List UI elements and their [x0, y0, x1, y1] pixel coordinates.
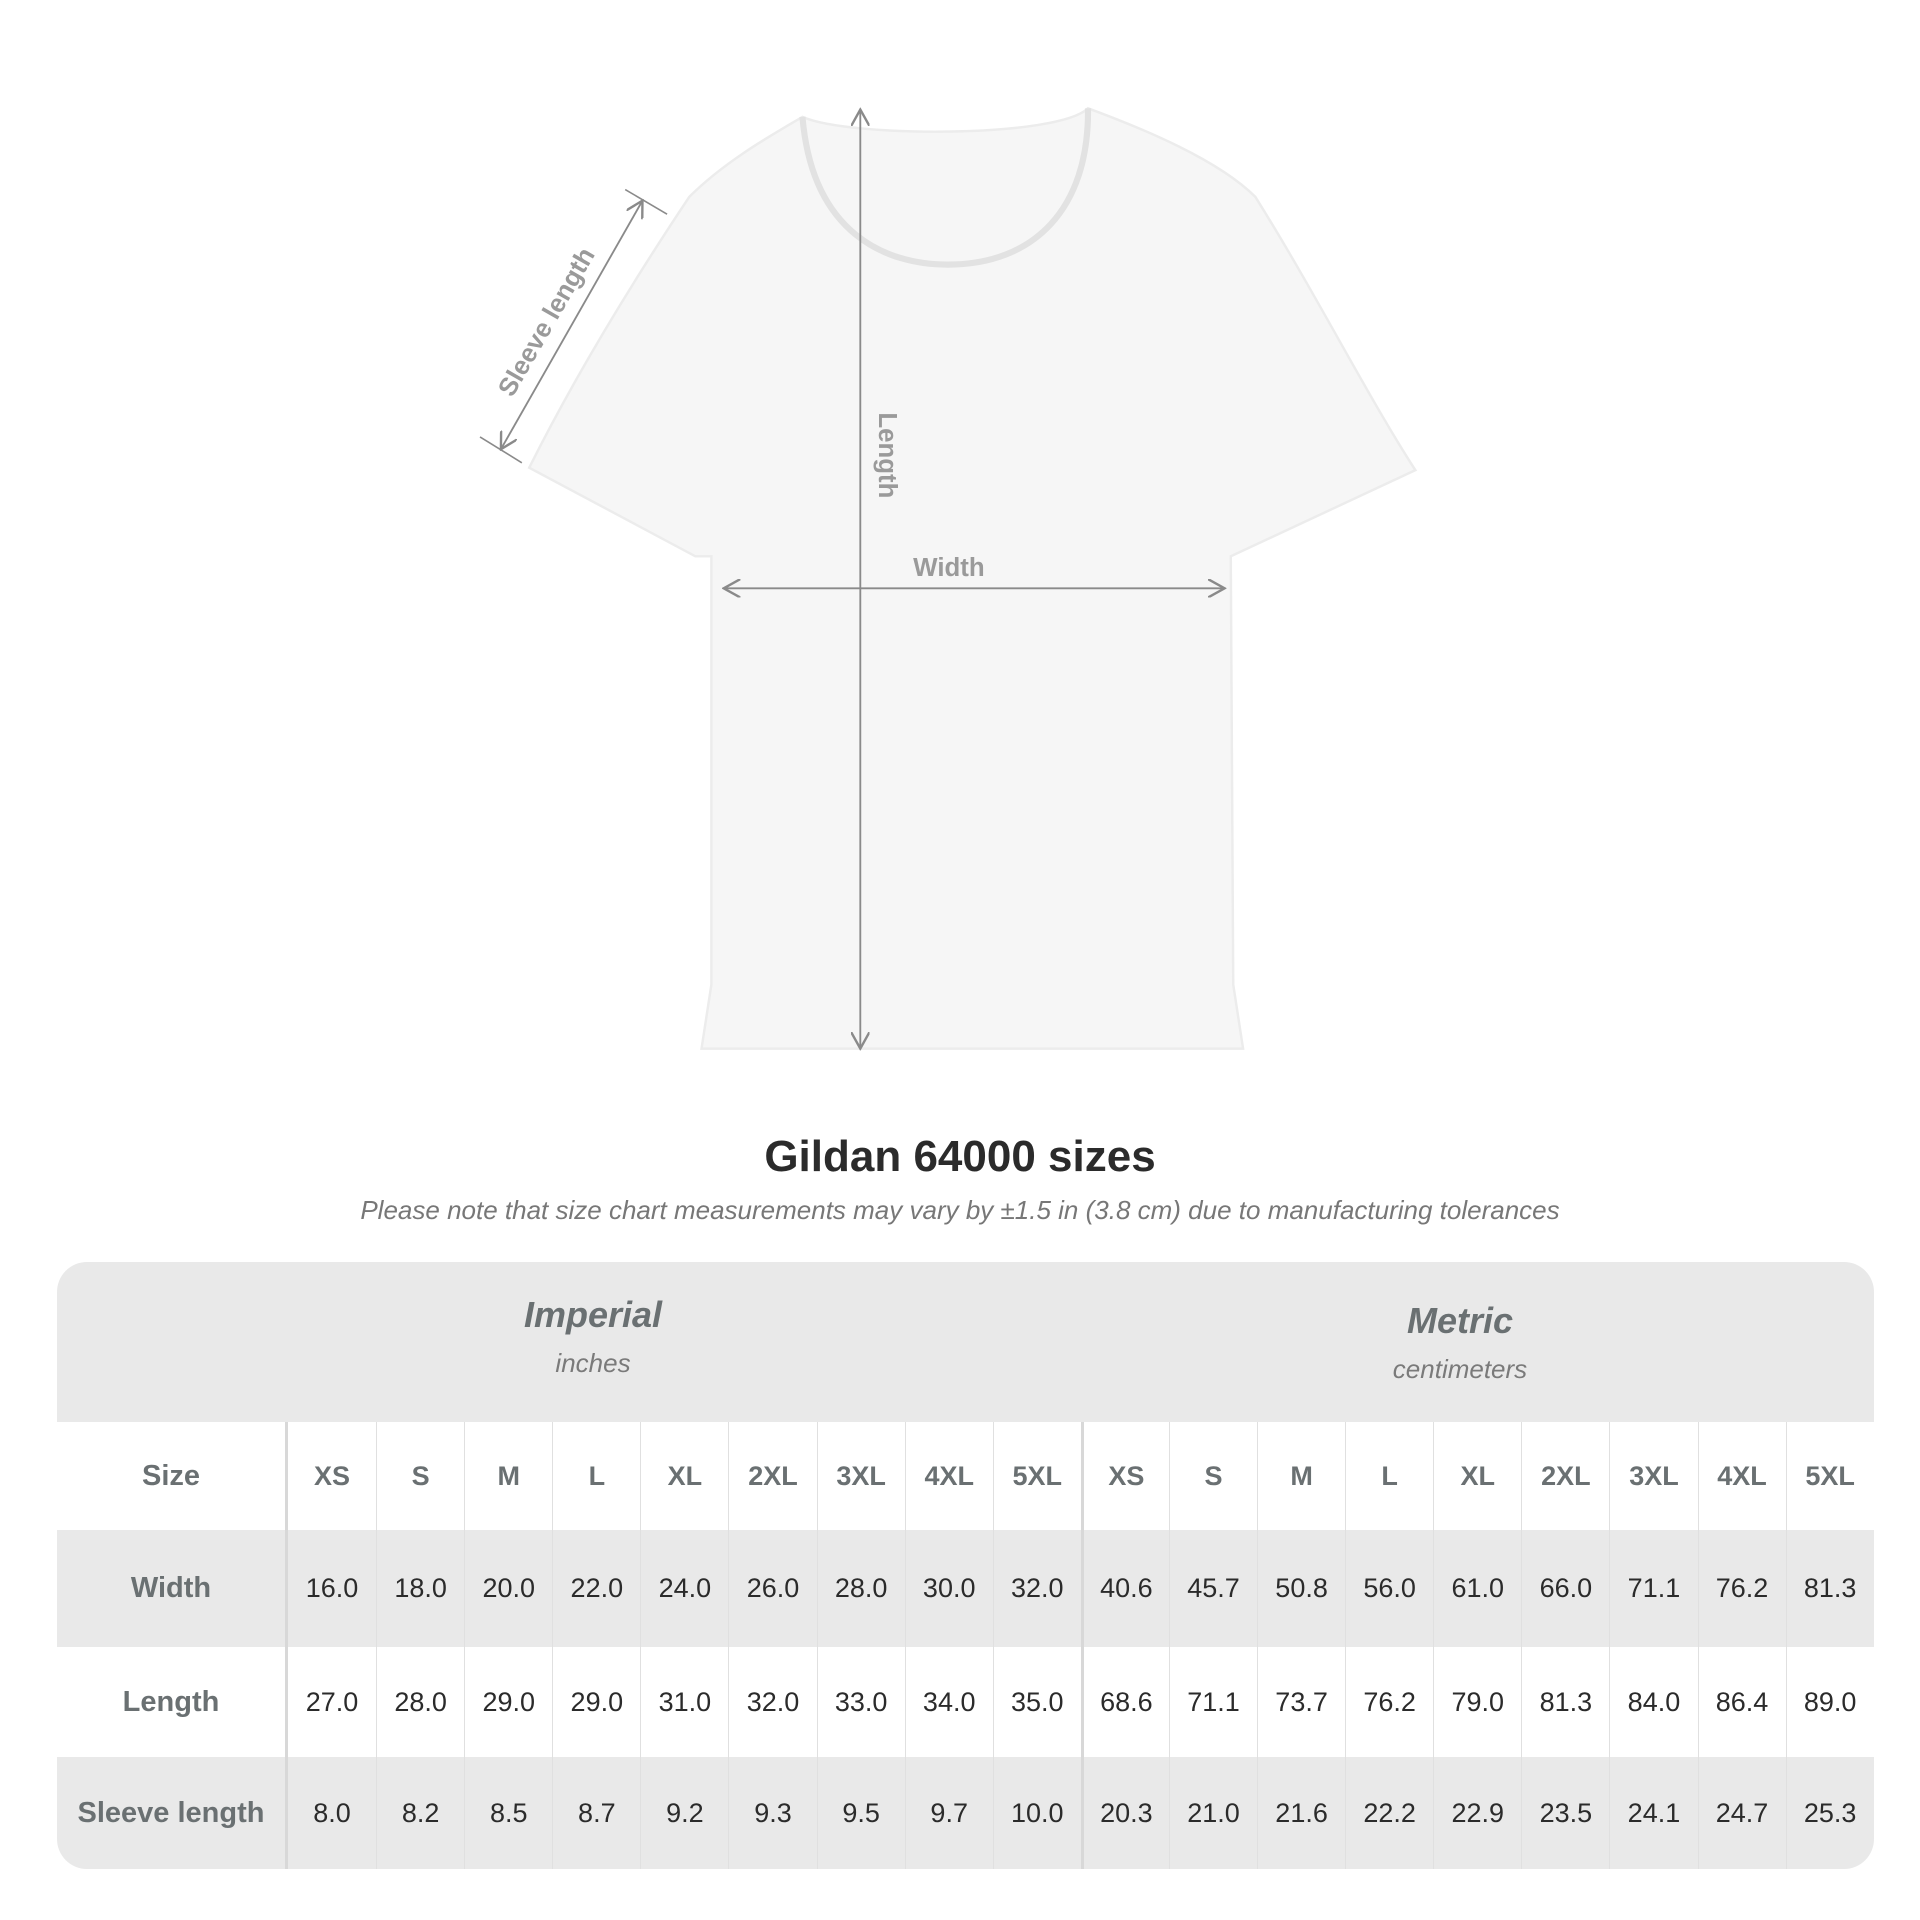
- imperial-value-cell: 28.0: [816, 1530, 905, 1647]
- imperial-header: Imperial inches: [293, 1294, 893, 1379]
- imperial-size-header: XS: [314, 1460, 351, 1491]
- row-label: Sleeve length: [57, 1757, 288, 1869]
- imperial-value-cell: 8.7: [552, 1757, 640, 1869]
- imperial-value-cell: 35.0: [992, 1647, 1081, 1757]
- tshirt-collar: [799, 108, 1092, 268]
- metric-value-cell: 22.2: [1345, 1757, 1433, 1869]
- unit-header: Imperial inches Metric centimeters: [57, 1262, 1874, 1422]
- metric-value-cell: 61.0: [1433, 1530, 1521, 1647]
- imperial-value-cell: 16.0: [305, 1573, 359, 1603]
- metric-value-cell: 76.2: [1697, 1530, 1786, 1647]
- sleeve-tick-top: [624, 188, 668, 215]
- metric-value-cell: 24.7: [1697, 1757, 1786, 1869]
- metric-value-cell: 68.6: [1080, 1647, 1169, 1757]
- sleeve-tick-bottom: [479, 436, 523, 464]
- metric-value-cell: 21.0: [1168, 1757, 1257, 1869]
- imperial-size-header: 3XL: [816, 1422, 905, 1530]
- metric-header: Metric centimeters: [1160, 1300, 1760, 1385]
- metric-value-cell: 89.0: [1785, 1647, 1874, 1757]
- imperial-value-cell: 33.0: [816, 1647, 905, 1757]
- imperial-size-header: 5XL: [992, 1422, 1081, 1530]
- metric-size-header: XS: [1080, 1422, 1169, 1530]
- size-header-row: Size XS S M L XL 2XL 3XL 4XL 5XL XS S M L XL 2XL 3XL 4XL 5…: [57, 1422, 1874, 1530]
- table-row: Width 16.0 18.0 20.0 22.0 24.0 26.0 28.0 30.0 32.…: [57, 1530, 1874, 1647]
- metric-value-cell: 22.9: [1433, 1757, 1521, 1869]
- imperial-value-cell: 34.0: [904, 1647, 993, 1757]
- metric-value-cell: 24.1: [1609, 1757, 1697, 1869]
- imperial-size-header: S: [376, 1422, 464, 1530]
- imperial-size-header: L: [552, 1422, 640, 1530]
- sleeve-arrow: [501, 201, 643, 450]
- imperial-value-cell: 18.0: [376, 1530, 464, 1647]
- row-label: Size: [57, 1422, 288, 1530]
- imperial-size-header: 4XL: [904, 1422, 993, 1530]
- width-label: Width: [913, 554, 984, 582]
- imperial-value-cell: 24.0: [640, 1530, 728, 1647]
- imperial-value-cell: 22.0: [552, 1530, 640, 1647]
- imperial-size-header: 2XL: [728, 1422, 816, 1530]
- metric-value-cell: 45.7: [1168, 1530, 1257, 1647]
- metric-size-header: 2XL: [1521, 1422, 1609, 1530]
- table-row: Sleeve length 8.0 8.2 8.5 8.7 9.2 9.3 9.5 9.7 10.…: [57, 1757, 1874, 1869]
- row-label: Length: [57, 1647, 288, 1757]
- metric-value-cell: 21.6: [1257, 1757, 1345, 1869]
- metric-value-cell: 84.0: [1609, 1647, 1697, 1757]
- metric-value-cell: 73.7: [1257, 1647, 1345, 1757]
- imperial-value-cell: 29.0: [464, 1647, 552, 1757]
- metric-size-header: L: [1345, 1422, 1433, 1530]
- metric-value-cell: 20.3: [1080, 1757, 1169, 1869]
- metric-value-cell: 25.3: [1785, 1757, 1874, 1869]
- metric-unit: centimeters: [1392, 1354, 1528, 1384]
- imperial-value-cell: 27.0: [305, 1686, 359, 1717]
- metric-value-cell: 23.5: [1521, 1757, 1609, 1869]
- table-row: Length 27.0 28.0 29.0 29.0 31.0 32.0 33.0 34.0 35…: [57, 1647, 1874, 1757]
- imperial-size-header: M: [464, 1422, 552, 1530]
- metric-value-cell: 50.8: [1257, 1530, 1345, 1647]
- metric-value-cell: 76.2: [1345, 1647, 1433, 1757]
- metric-size-header: XL: [1433, 1422, 1521, 1530]
- metric-value-cell: 81.3: [1785, 1530, 1874, 1647]
- metric-title: Metric: [1406, 1300, 1514, 1341]
- length-label: Length: [873, 412, 901, 498]
- metric-size-header: M: [1257, 1422, 1345, 1530]
- imperial-value-cell: 32.0: [728, 1647, 816, 1757]
- metric-size-header: 3XL: [1609, 1422, 1697, 1530]
- imperial-value-cell: 32.0: [992, 1530, 1081, 1647]
- metric-size-header: 4XL: [1697, 1422, 1786, 1530]
- imperial-size-header: XL: [640, 1422, 728, 1530]
- imperial-value-cell: 9.5: [816, 1757, 905, 1869]
- size-table: Imperial inches Metric centimeters Size X…: [57, 1262, 1874, 1869]
- imperial-value-cell: 30.0: [904, 1530, 993, 1647]
- metric-size-header: S: [1168, 1422, 1257, 1530]
- imperial-value-cell: 20.0: [464, 1530, 552, 1647]
- metric-value-cell: 79.0: [1433, 1647, 1521, 1757]
- tshirt-shape: [527, 106, 1418, 1050]
- imperial-unit: inches: [555, 1348, 631, 1378]
- metric-value-cell: 66.0: [1521, 1530, 1609, 1647]
- imperial-value-cell: 28.0: [376, 1647, 464, 1757]
- imperial-value-cell: 8.0: [313, 1797, 351, 1828]
- metric-value-cell: 71.1: [1168, 1647, 1257, 1757]
- imperial-value-cell: 31.0: [640, 1647, 728, 1757]
- imperial-title: Imperial: [523, 1294, 663, 1335]
- metric-value-cell: 71.1: [1609, 1530, 1697, 1647]
- imperial-value-cell: 10.0: [992, 1757, 1081, 1869]
- row-label: Width: [57, 1530, 288, 1647]
- metric-value-cell: 40.6: [1080, 1530, 1169, 1647]
- metric-size-header: 5XL: [1785, 1422, 1874, 1530]
- imperial-value-cell: 8.2: [376, 1757, 464, 1869]
- imperial-value-cell: 8.5: [464, 1757, 552, 1869]
- imperial-value-cell: 9.7: [904, 1757, 993, 1869]
- tolerance-note: Please note that size chart measurements…: [360, 1195, 1560, 1225]
- metric-value-cell: 56.0: [1345, 1530, 1433, 1647]
- imperial-value-cell: 29.0: [552, 1647, 640, 1757]
- imperial-value-cell: 9.3: [728, 1757, 816, 1869]
- metric-value-cell: 81.3: [1521, 1647, 1609, 1757]
- imperial-value-cell: 26.0: [728, 1530, 816, 1647]
- imperial-value-cell: 9.2: [640, 1757, 728, 1869]
- page-title: Gildan 64000 sizes: [764, 1132, 1156, 1181]
- metric-value-cell: 86.4: [1697, 1647, 1786, 1757]
